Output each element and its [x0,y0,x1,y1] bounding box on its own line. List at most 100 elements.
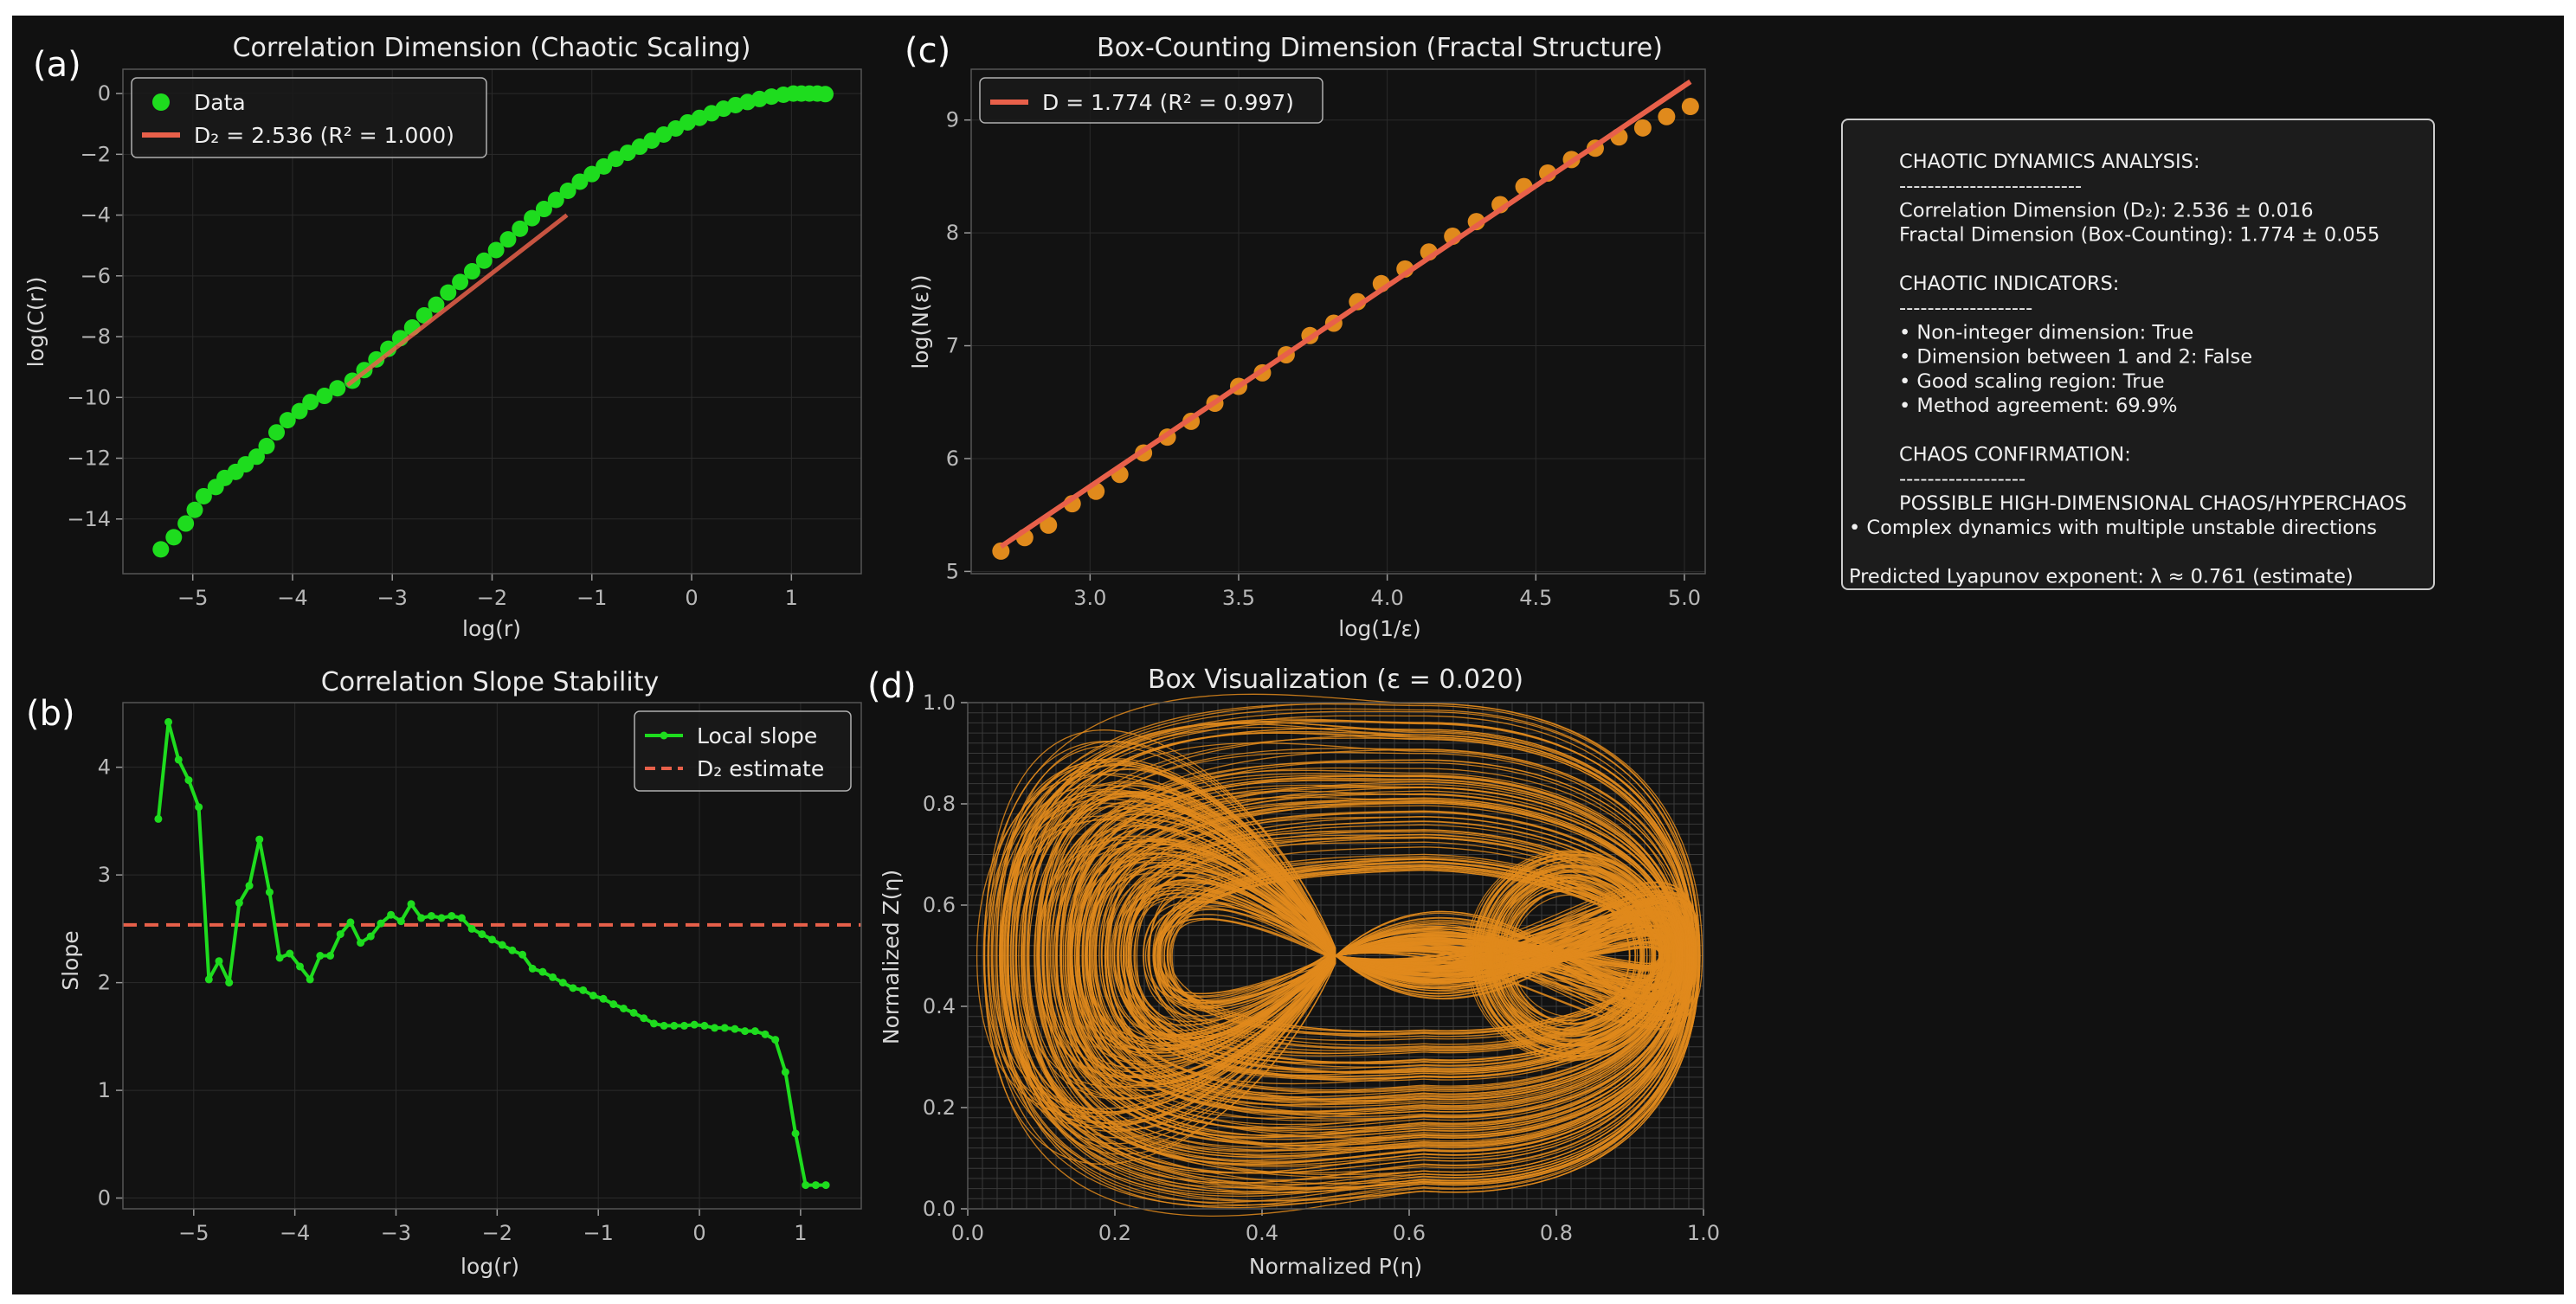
panel-a-xlabel: log(r) [462,616,521,641]
panel-a-plot [152,85,834,558]
panel-c-ylabel: log(N(ε)) [908,274,933,369]
trajectory-segment [1124,896,1674,1064]
legend-frame [979,77,1323,124]
local-slope-point [336,930,345,939]
panel-c-label: (c) [905,31,950,71]
local-slope-point [498,941,506,949]
panel-c-xlabel: log(1/ε) [1338,616,1420,641]
local-slope-point [417,914,426,922]
info-line: • Complex dynamics with multiple unstabl… [1849,517,2377,539]
fit-line-box-dimension [999,79,1692,549]
local-slope-point [821,1181,830,1190]
panel-c-ytick-label: 5 [946,559,959,583]
local-slope-point [346,918,355,927]
local-slope-point [195,803,203,812]
trajectory-segment [1168,905,1665,1037]
trajectory-loop [1493,877,1645,1034]
panel-a-ytick-label: 0 [98,81,111,106]
data-point [524,209,541,227]
panel-a-xtick-label: −2 [477,586,507,610]
local-slope-point [215,957,223,966]
box-count-point [1681,98,1699,116]
local-slope-point [811,1181,820,1190]
data-point [440,284,457,301]
panel-c-xtick-label: 4.5 [1519,586,1552,610]
local-slope-point [599,994,608,1003]
legend-frame [634,710,852,792]
local-slope-point [387,910,396,919]
panel-c-ytick-label: 6 [946,446,959,471]
trajectory-loop [1489,874,1648,1037]
panel-d-title: Box Visualization (ε = 0.020) [1148,665,1523,695]
data-point [258,437,275,454]
panel-b-plot [123,717,861,1190]
local-slope-point [690,1020,699,1029]
panel-d-ylabel: Normalized Z(η) [879,870,904,1044]
local-slope-point [457,914,466,922]
local-slope-point [265,888,274,896]
panel-c-frame [970,68,1706,575]
trajectory-loop [1498,875,1651,1037]
panel-b-ytick-label: 1 [98,1078,111,1102]
panel-d-xtick-label: 0.4 [1246,1221,1278,1245]
data-point [165,529,183,546]
panel-a-correlation-dimension: −5 −4 −3 −2 −1 0 1−14−12−10−8−6−4−20 (a) Corre… [23,33,862,641]
trajectory-loop [1500,877,1653,1035]
data-point [547,191,564,209]
legend-frame [131,77,487,158]
local-slope-point [781,1068,789,1076]
panel-b-slope-stability: −5 −4 −3 −2 −1 0 1 0 1 2 3 4 (b) Correlation Slope … [26,667,862,1279]
legend-entry-label: Local slope [697,723,817,748]
local-slope-point [558,979,567,987]
info-line: CHAOTIC INDICATORS: [1899,273,2119,295]
local-slope-point [255,835,264,844]
panel-a-frame [122,68,862,575]
data-point [571,173,589,190]
panel-b-frame [122,702,862,1210]
panel-a-label: (a) [33,45,81,85]
info-line: -------------------------- [1899,175,2082,197]
trajectory-segment [1114,890,1669,1074]
local-slope-point [538,967,547,976]
panel-d-box-visualization: 0.0 0.2 0.4 0.6 0.8 1.0 0.0 0.2 0.4 0.6 0.8 1.0 (d)… [867,665,1720,1279]
panel-d-ytick-label: 0.8 [923,792,956,816]
panel-d-xlabel: Normalized P(η) [1249,1254,1422,1279]
data-point [817,86,834,103]
panel-d-ytick-label: 0.4 [923,994,956,1018]
panel-b-ytick-label: 4 [98,755,111,780]
data-point [452,273,469,291]
panel-a-ytick-label: −12 [67,446,111,471]
panel-d-ytick-label: 0.6 [923,893,956,917]
local-slope-point [154,814,163,823]
panel-d-xtick-label: 0.2 [1098,1221,1131,1245]
panel-d-xtick-label: 0.6 [1393,1221,1426,1245]
trajectory-segment [1108,855,1675,1085]
local-slope-point [174,755,183,764]
local-slope-point [518,950,527,959]
trajectory-segment [1149,883,1665,1055]
local-slope-point [357,939,365,947]
panel-d-xtick-label: 0.0 [951,1221,984,1245]
trajectory-segment [1171,870,1666,1002]
data-point [463,263,480,280]
panel-c-ytick-label: 9 [946,108,959,132]
panel-b-ytick-label: 0 [98,1186,111,1211]
local-slope-point [589,992,597,1000]
info-line: • Non-integer dimension: True [1899,321,2193,344]
panel-b-legend: Local slope D₂ estimate [634,710,852,792]
panel-a-ytick-label: −6 [80,264,111,288]
panel-b-xtick-label: −2 [482,1221,512,1245]
panel-d-plot [967,693,1704,1217]
local-slope-point [579,986,588,994]
local-slope-point [700,1021,709,1030]
attractor-trajectory [976,693,1703,1217]
panel-c-box-counting: 3.0 3.5 4.0 4.5 5.0 5 6 7 8 9 (c) Box-Counting Di… [905,31,1706,641]
local-slope-point [448,911,456,920]
local-slope-point [235,899,243,908]
panel-c-ytick-label: 7 [946,334,959,358]
legend-entry-label: D₂ estimate [697,756,824,781]
panel-d-xtick-label: 0.8 [1540,1221,1573,1245]
info-line: Correlation Dimension (D₂): 2.536 ± 0.01… [1899,199,2314,222]
data-point [152,541,170,558]
data-point [428,296,445,313]
